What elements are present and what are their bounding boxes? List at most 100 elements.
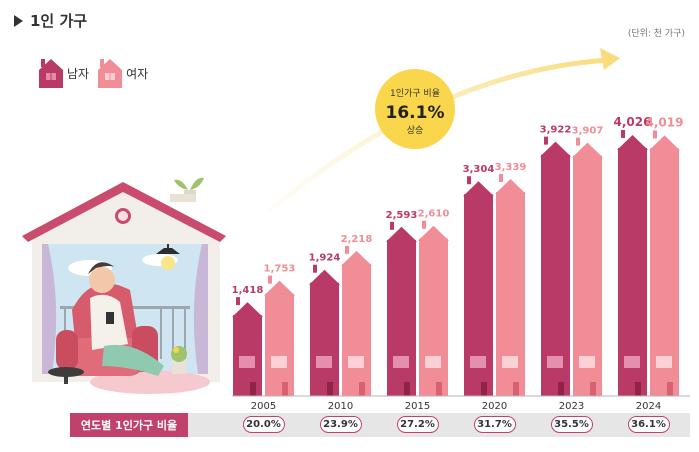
bar-window [271, 356, 287, 368]
bar-body [233, 315, 262, 396]
bar-body [541, 154, 570, 396]
bar-roof [341, 250, 372, 266]
bar-chimney [544, 136, 548, 145]
bar-chimney [345, 245, 349, 254]
trend-arrow-head-icon [600, 48, 620, 70]
bar-roof [617, 134, 648, 150]
bar-roof [309, 269, 340, 285]
bar-female-2005 [264, 275, 295, 396]
bar-female-2010 [341, 245, 372, 396]
bar-body [342, 263, 371, 396]
legend: 남자 여자 [38, 58, 148, 88]
bar-female-2015 [418, 220, 449, 396]
data-label-female-2020: 3,339 [495, 162, 527, 173]
badge-circle [375, 69, 455, 149]
bar-chimney [268, 275, 272, 284]
bar-roof [386, 226, 417, 242]
triangle-bullet-icon [14, 14, 23, 27]
bar-chimney [653, 130, 657, 139]
legend-male: 남자 [38, 58, 89, 88]
bar-roof [418, 225, 449, 241]
bar-roof [232, 302, 263, 318]
bar-door [558, 382, 564, 396]
data-label-male-2010: 1,924 [309, 253, 341, 264]
bar-body [265, 293, 294, 396]
rate-pill-2015: 27.2% [396, 416, 439, 433]
bar-door [667, 382, 673, 396]
legend-female: 여자 [97, 58, 148, 88]
data-label-male-2015: 2,593 [386, 210, 418, 221]
bar-male-2023 [540, 136, 571, 396]
data-label-female-2015: 2,610 [418, 209, 450, 220]
title-bar: 1인 가구 [14, 10, 87, 31]
bar-female-2024 [649, 130, 680, 396]
bar-window [425, 356, 441, 368]
rate-strip-label: 연도별 1인가구 비율 [70, 413, 188, 437]
bar-window [547, 356, 563, 368]
bar-body [419, 238, 448, 396]
x-tick-2020: 2020 [482, 401, 507, 412]
bar-window [624, 356, 640, 368]
x-tick-2023: 2023 [559, 401, 584, 412]
bar-door [327, 382, 333, 396]
legend-male-label: 남자 [67, 66, 90, 81]
rate-pill-2024: 36.1% [627, 416, 670, 433]
bar-chimney [390, 221, 394, 230]
badge-line3: 상승 [407, 125, 424, 136]
data-label-female-2024: 4,019 [646, 115, 684, 129]
bar-door [481, 382, 487, 396]
bar-door [250, 382, 256, 396]
x-tick-2024: 2024 [636, 401, 661, 412]
bar-body [650, 148, 679, 396]
bar-door [513, 382, 519, 396]
male-house-icon [39, 59, 63, 88]
data-label-male-2024: 4,026 [614, 115, 652, 129]
data-label-female-2005: 1,753 [264, 264, 296, 275]
rate-pill-2020: 31.7% [473, 416, 516, 433]
x-tick-2005: 2005 [251, 401, 276, 412]
data-label-male-2005: 1,418 [232, 285, 264, 296]
bar-body [310, 282, 339, 396]
bar-chimney [576, 137, 580, 146]
bar-window [393, 356, 409, 368]
data-label-male-2023: 3,922 [540, 125, 572, 136]
bar-roof [540, 141, 571, 157]
bar-roof [649, 135, 680, 151]
bar-chimney [422, 220, 426, 229]
rate-pill-2010: 23.9% [319, 416, 362, 433]
bar-roof [463, 181, 494, 197]
rate-pill-2023: 35.5% [550, 416, 593, 433]
bar-female-2023 [572, 137, 603, 396]
bar-male-2020 [463, 176, 494, 396]
bar-chimney [313, 264, 317, 273]
bar-female-2020 [495, 174, 526, 396]
bar-roof [264, 280, 295, 296]
bar-male-2005 [232, 297, 263, 396]
bar-male-2010 [309, 264, 340, 396]
bar-window [579, 356, 595, 368]
bar-window [470, 356, 486, 368]
data-label-female-2010: 2,218 [341, 234, 373, 245]
bar-door [590, 382, 596, 396]
bar-chimney [467, 176, 471, 185]
unit-note: (단위: 천 가구) [627, 29, 685, 39]
badge-line1: 1인가구 비율 [390, 88, 440, 99]
legend-female-label: 여자 [126, 66, 149, 81]
rate-increase-badge: 1인가구 비율 16.1% 상승 [375, 69, 455, 149]
bar-door [436, 382, 442, 396]
bar-window [239, 356, 255, 368]
bar-body [618, 147, 647, 396]
bar-door [359, 382, 365, 396]
x-tick-2010: 2010 [328, 401, 353, 412]
x-tick-2015: 2015 [405, 401, 430, 412]
bar-roof [572, 142, 603, 158]
bar-door [404, 382, 410, 396]
bar-male-2015 [386, 221, 417, 396]
x-tick-labels: 2005 2010 2015 2020 2023 2024 [251, 401, 661, 412]
bar-window [502, 356, 518, 368]
data-label-male-2020: 3,304 [463, 164, 495, 175]
bar-body [573, 155, 602, 396]
